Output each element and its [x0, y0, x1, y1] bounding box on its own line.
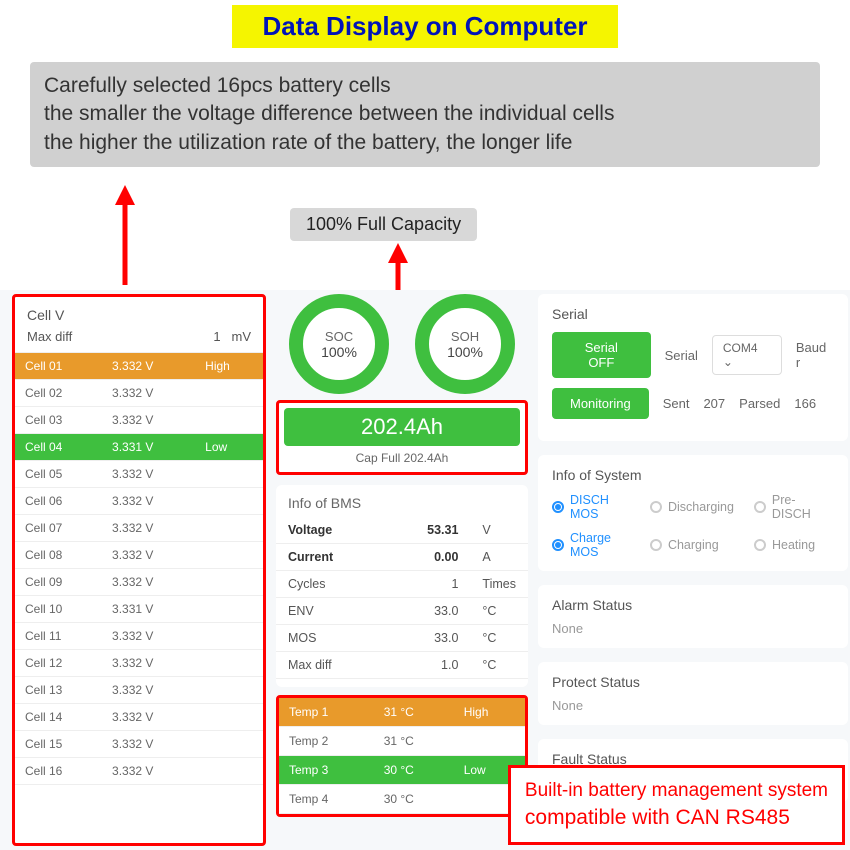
system-radio[interactable]: Heating — [754, 531, 834, 559]
table-row: Cell 143.332 V — [15, 704, 263, 731]
protect-status-panel: Protect Status None — [538, 662, 848, 725]
maxdiff-label: Max diff — [27, 329, 72, 344]
monitoring-button[interactable]: Monitoring — [552, 388, 649, 419]
system-info-panel: Info of System DISCH MOS Discharging Pre-D… — [538, 455, 848, 571]
table-row: Voltage53.31V — [276, 517, 528, 544]
table-row: Temp 430 °C — [279, 785, 525, 814]
table-row: Cell 123.332 V — [15, 650, 263, 677]
chevron-down-icon: ⌄ — [723, 355, 733, 369]
table-row: Cell 023.332 V — [15, 380, 263, 407]
table-row: Max diff1.0°C — [276, 652, 528, 679]
parsed-value: 166 — [794, 396, 816, 411]
table-row: Cell 043.331 VLow — [15, 434, 263, 461]
radio-icon — [650, 501, 662, 513]
serial-title: Serial — [552, 306, 834, 322]
table-row: Cell 033.332 V — [15, 407, 263, 434]
arrow-left-icon — [110, 180, 140, 290]
soc-label: SOC — [325, 329, 353, 344]
cell-voltage-panel: Cell V Max diff 1 mV Cell 013.332 VHighC… — [12, 294, 266, 846]
serial-port-select[interactable]: COM4 ⌄ — [712, 335, 782, 375]
table-row: MOS33.0°C — [276, 625, 528, 652]
temperature-panel: Temp 131 °CHighTemp 231 °CTemp 330 °CLow… — [276, 695, 528, 817]
radio-icon — [552, 539, 564, 551]
table-row: Cell 053.332 V — [15, 461, 263, 488]
table-row: Cell 113.332 V — [15, 623, 263, 650]
footer-line-2: compatible with CAN RS485 — [525, 804, 828, 832]
desc-line-3: the higher the utilization rate of the b… — [44, 129, 806, 157]
radio-icon — [754, 501, 766, 513]
table-row: Cycles1Times — [276, 571, 528, 598]
table-row: Cell 163.332 V — [15, 758, 263, 785]
protect-value: None — [552, 698, 834, 713]
table-row: Temp 131 °CHigh — [279, 698, 525, 727]
capacity-callout: 100% Full Capacity — [290, 208, 477, 241]
footer-line-1: Built-in battery management system — [525, 778, 828, 804]
table-row: Cell 093.332 V — [15, 569, 263, 596]
table-row: Cell 073.332 V — [15, 515, 263, 542]
system-title: Info of System — [552, 467, 834, 483]
table-row: Cell 153.332 V — [15, 731, 263, 758]
soh-ring: SOH 100% — [415, 294, 515, 394]
alarm-status-panel: Alarm Status None — [538, 585, 848, 648]
baud-label: Baud r — [796, 340, 834, 370]
protect-title: Protect Status — [552, 674, 834, 690]
sent-value: 207 — [703, 396, 725, 411]
soc-value: 100% — [321, 344, 357, 360]
system-radio[interactable]: DISCH MOS — [552, 493, 630, 521]
footer-callout: Built-in battery management system compa… — [508, 765, 845, 845]
table-row: Current0.00A — [276, 544, 528, 571]
radio-icon — [650, 539, 662, 551]
capacity-box: 202.4Ah Cap Full 202.4Ah — [276, 400, 528, 475]
serial-panel: Serial Serial OFF Serial COM4 ⌄ Baud r M… — [538, 294, 848, 441]
capacity-value: 202.4Ah — [284, 408, 520, 446]
alarm-value: None — [552, 621, 834, 636]
maxdiff-value: 1 — [213, 329, 220, 344]
soc-ring: SOC 100% — [289, 294, 389, 394]
soh-label: SOH — [451, 329, 479, 344]
table-row: Cell 133.332 V — [15, 677, 263, 704]
description-box: Carefully selected 16pcs battery cells t… — [30, 62, 820, 167]
desc-line-2: the smaller the voltage difference betwe… — [44, 100, 806, 128]
table-row: Cell 063.332 V — [15, 488, 263, 515]
cell-table: Cell 013.332 VHighCell 023.332 VCell 033… — [15, 353, 263, 785]
radio-icon — [754, 539, 766, 551]
capacity-caption: Cap Full 202.4Ah — [284, 446, 520, 467]
alarm-title: Alarm Status — [552, 597, 834, 613]
parsed-label: Parsed — [739, 396, 780, 411]
maxdiff-unit: mV — [232, 329, 252, 344]
system-radio[interactable]: Discharging — [650, 493, 734, 521]
table-row: Cell 013.332 VHigh — [15, 353, 263, 380]
cellv-title: Cell V — [15, 297, 263, 329]
bms-info-panel: Info of BMS Voltage53.31VCurrent0.00ACyc… — [276, 485, 528, 687]
table-row: ENV33.0°C — [276, 598, 528, 625]
serial-label: Serial — [665, 348, 698, 363]
table-row: Cell 083.332 V — [15, 542, 263, 569]
system-radio[interactable]: Pre-DISCH — [754, 493, 834, 521]
radio-icon — [552, 501, 564, 513]
system-radio[interactable]: Charge MOS — [552, 531, 630, 559]
serial-off-button[interactable]: Serial OFF — [552, 332, 651, 378]
table-row: Temp 330 °CLow — [279, 756, 525, 785]
soh-value: 100% — [447, 344, 483, 360]
desc-line-1: Carefully selected 16pcs battery cells — [44, 72, 806, 100]
bms-title: Info of BMS — [276, 493, 528, 517]
sent-label: Sent — [663, 396, 690, 411]
page-title: Data Display on Computer — [232, 5, 617, 48]
table-row: Cell 103.331 V — [15, 596, 263, 623]
table-row: Temp 231 °C — [279, 727, 525, 756]
system-radio[interactable]: Charging — [650, 531, 734, 559]
